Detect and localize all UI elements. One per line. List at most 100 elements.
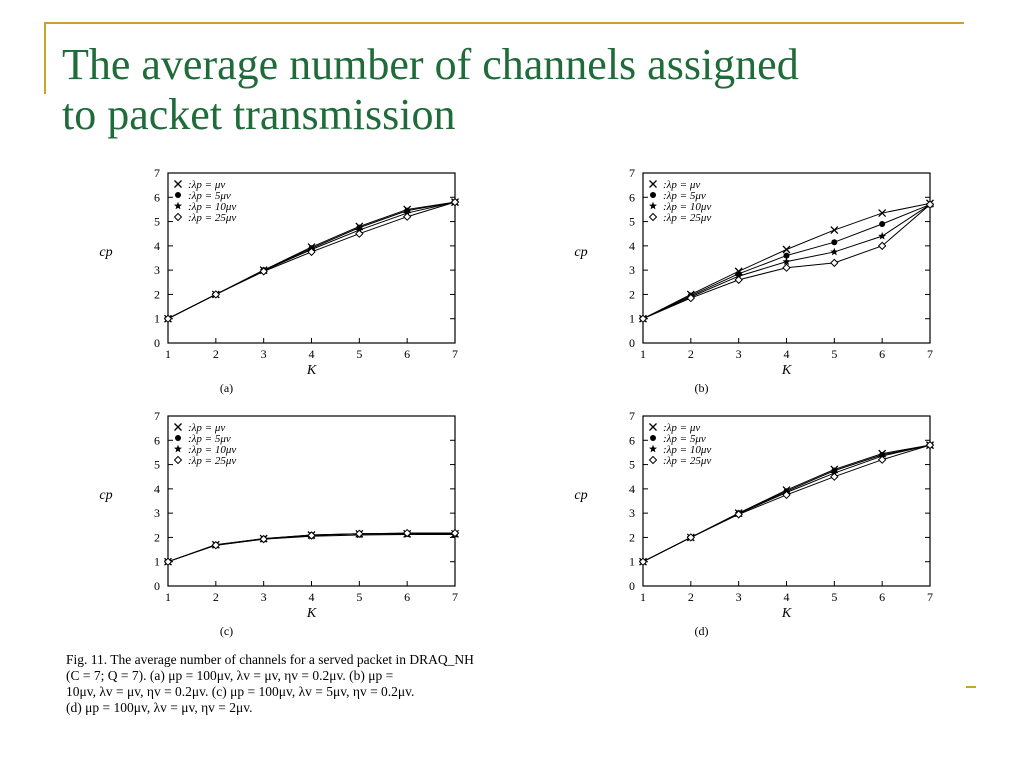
series-4-point <box>734 510 743 519</box>
accent-line-left <box>44 22 46 94</box>
y-tick-label: 1 <box>154 555 160 569</box>
series-3-point <box>782 257 791 266</box>
series-4-point <box>782 490 791 500</box>
y-tick-label: 1 <box>154 312 160 326</box>
y-axis-label: cp <box>99 245 112 260</box>
x-tick-label: 6 <box>879 590 885 604</box>
legend-entry-3: :λp = 10μv <box>188 201 236 213</box>
y-tick-label: 7 <box>629 166 635 180</box>
series-1-point <box>878 209 887 218</box>
legend-entry-3: :λp = 10μv <box>188 444 236 456</box>
legend-entry-2: :λp = 5μv <box>663 190 706 202</box>
y-axis-label: cp <box>574 245 587 260</box>
y-tick-label: 3 <box>629 263 635 277</box>
legend-marker-1 <box>174 180 182 188</box>
y-tick-label: 3 <box>154 263 160 277</box>
series-4-point <box>259 534 268 544</box>
series-4-point <box>211 290 221 299</box>
x-axis-label: K <box>306 363 317 378</box>
legend-marker-3 <box>174 444 182 453</box>
x-tick-label: 7 <box>927 347 933 361</box>
y-tick-label: 4 <box>629 239 635 253</box>
x-tick-label: 3 <box>261 590 267 604</box>
figure-caption: Fig. 11. The average number of channels … <box>66 652 966 716</box>
y-tick-label: 2 <box>629 287 635 301</box>
x-axis-label: K <box>306 606 317 621</box>
legend-marker-1 <box>649 423 657 431</box>
legend-entry-3: :λp = 10μv <box>663 201 711 213</box>
legend-entry-1: :λp = μv <box>663 422 700 434</box>
legend-entry-4: :λp = 25μv <box>188 455 236 467</box>
legend-entry-4: :λp = 25μv <box>188 212 236 224</box>
series-4-point <box>163 314 173 323</box>
x-tick-label: 1 <box>640 590 646 604</box>
x-tick-label: 5 <box>831 590 837 604</box>
x-tick-label: 2 <box>688 347 694 361</box>
legend-entry-1: :λp = μv <box>663 179 700 191</box>
y-axis-label: cp <box>99 488 112 503</box>
legend-entry-2: :λp = 5μv <box>188 433 231 445</box>
series-3-point <box>878 231 887 240</box>
caption-line-2: (C = 7; Q = 7). (a) μp = 100μv, λv = μv,… <box>66 668 394 683</box>
series-4-point <box>402 212 412 221</box>
y-tick-label: 4 <box>154 482 160 496</box>
legend-marker-4 <box>173 212 183 222</box>
y-tick-label: 5 <box>154 458 160 472</box>
legend-marker-3 <box>649 444 657 453</box>
y-tick-label: 3 <box>154 506 160 520</box>
legend-marker-2 <box>650 192 656 198</box>
legend-entry-2: :λp = 5μv <box>188 190 231 202</box>
accent-line-top <box>44 22 964 24</box>
legend-entry-4: :λp = 25μv <box>663 455 711 467</box>
x-tick-label: 5 <box>356 347 362 361</box>
y-tick-label: 7 <box>154 409 160 423</box>
y-tick-label: 6 <box>154 433 160 447</box>
y-tick-label: 0 <box>154 336 160 350</box>
y-tick-label: 6 <box>154 190 160 204</box>
x-tick-label: 6 <box>404 590 410 604</box>
series-4-point <box>830 472 839 481</box>
series-4-point <box>925 440 935 450</box>
x-tick-label: 1 <box>165 590 171 604</box>
x-tick-label: 2 <box>213 590 219 604</box>
x-tick-label: 7 <box>452 590 458 604</box>
legend-marker-2 <box>650 435 656 441</box>
y-tick-label: 1 <box>629 312 635 326</box>
legend-entry-2: :λp = 5μv <box>663 433 706 445</box>
series-4-point <box>734 275 743 285</box>
y-tick-label: 6 <box>629 190 635 204</box>
x-tick-label: 5 <box>356 590 362 604</box>
series-4-point <box>638 557 648 566</box>
legend-marker-3 <box>649 201 657 210</box>
y-tick-label: 0 <box>629 336 635 350</box>
series-4-point <box>307 531 316 540</box>
slide-title-line-2: to packet transmission <box>62 90 456 139</box>
panel-label: (c) <box>220 624 233 638</box>
y-tick-label: 2 <box>629 530 635 544</box>
slide-title-line-1: The average number of channels assigned <box>62 40 799 89</box>
legend-marker-4 <box>648 212 658 222</box>
y-tick-label: 7 <box>154 166 160 180</box>
series-4-point <box>830 258 839 268</box>
y-tick-label: 7 <box>629 409 635 423</box>
x-tick-label: 2 <box>213 347 219 361</box>
series-1-point <box>782 245 791 254</box>
series-4-point <box>877 455 887 464</box>
series-3-point <box>830 247 839 256</box>
legend-entry-4: :λp = 25μv <box>663 212 711 224</box>
accent-line-right <box>966 686 976 688</box>
x-tick-label: 4 <box>309 590 315 604</box>
y-tick-label: 1 <box>629 555 635 569</box>
series-4-point <box>782 263 791 272</box>
series-4-point <box>925 200 935 209</box>
caption-line-4: (d) μp = 100μv, λv = μv, ηv = 2μv. <box>66 700 253 715</box>
y-tick-label: 2 <box>154 530 160 544</box>
series-2-point <box>879 221 886 227</box>
x-tick-label: 7 <box>452 347 458 361</box>
x-tick-label: 6 <box>404 347 410 361</box>
x-tick-label: 1 <box>640 347 646 361</box>
